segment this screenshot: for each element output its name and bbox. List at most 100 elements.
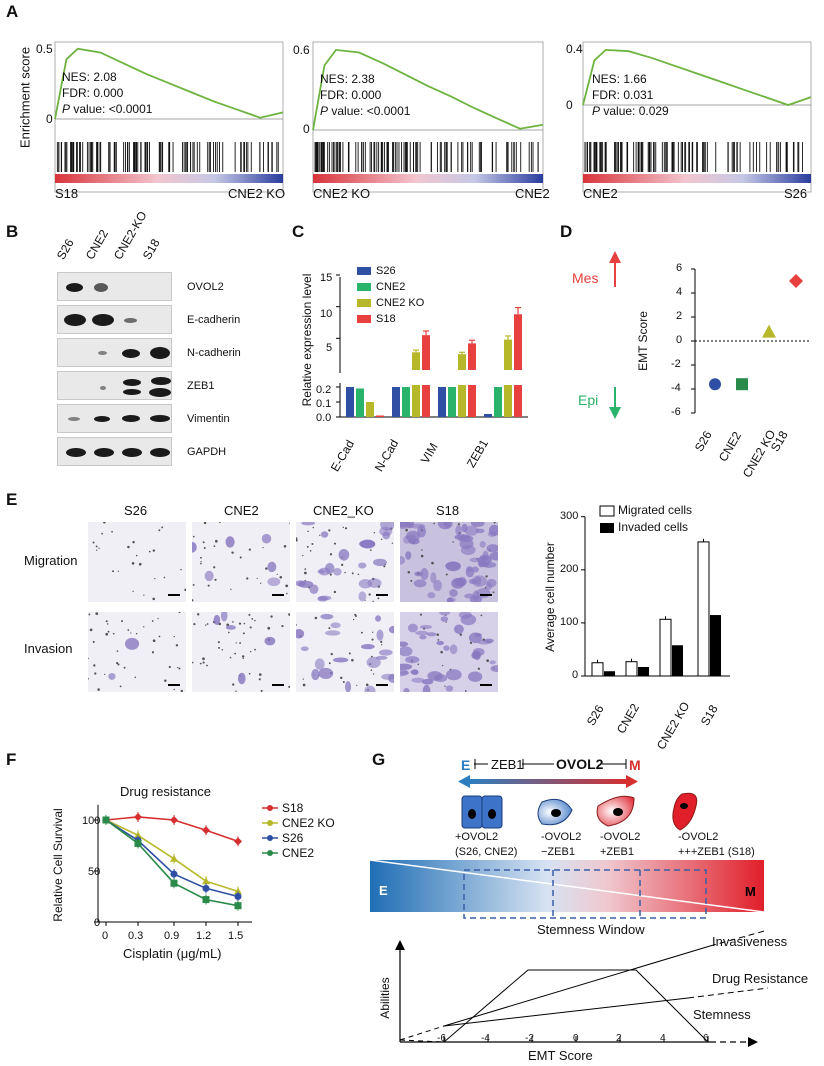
image-invasion-s26 (88, 612, 186, 692)
cell (434, 674, 448, 683)
cell (468, 578, 477, 585)
pore (232, 683, 235, 686)
g-x-axis-arrow (748, 1037, 758, 1047)
d-point-s26 (709, 378, 721, 391)
pore (157, 618, 159, 620)
pore (312, 526, 315, 529)
e-bar-migrated-S18 (697, 541, 710, 677)
cell (419, 634, 427, 640)
pore (95, 612, 99, 616)
f-legend-cne2: CNE2 (282, 846, 315, 860)
pore (285, 584, 289, 588)
pore (151, 620, 154, 622)
gsea2-curve (312, 48, 544, 131)
pore (161, 526, 164, 529)
panel-label-g: G (372, 750, 386, 769)
pore (333, 590, 337, 594)
pore (405, 528, 408, 532)
pore (151, 651, 155, 654)
pore (329, 573, 332, 576)
f-point-CNE2 (134, 839, 142, 847)
pore (380, 640, 383, 643)
pore (235, 642, 237, 644)
pore (258, 673, 262, 676)
c-ytick-01: 0.1 (316, 398, 332, 410)
pore (135, 554, 138, 557)
g-ovol2-label: OVOL2 (556, 756, 604, 772)
g-curve-drug-ext (687, 987, 769, 999)
g-e-label: E (461, 757, 471, 773)
pore (227, 631, 230, 634)
cell (415, 630, 429, 636)
pore (360, 631, 363, 634)
g-emt-arrow (468, 779, 628, 784)
g-cell2-l2: −ZEB1 (541, 846, 575, 858)
f-point-S18 (134, 812, 142, 821)
pore (344, 571, 346, 574)
cell (378, 649, 393, 656)
pore (302, 683, 306, 687)
pore (307, 530, 309, 533)
c-ytick-10: 10 (320, 308, 333, 320)
c-bar-E-Cad-CNE2 (356, 388, 364, 417)
pore (101, 532, 103, 535)
f-point-S18 (170, 816, 178, 824)
c-bar-N-Cad-CNE2 (402, 387, 410, 417)
f-point-S18 (234, 837, 242, 846)
pore (117, 570, 120, 572)
protein-vimentin: Vimentin (187, 413, 230, 425)
gsea1-right-label: CNE2 KO (228, 186, 286, 201)
pore (121, 620, 124, 623)
c-bar-E-Cad-CNE2 KO (366, 402, 374, 417)
cell (317, 596, 328, 602)
pore (158, 635, 161, 638)
pore (477, 667, 480, 670)
cell (320, 531, 329, 538)
pore (218, 646, 221, 649)
cell (471, 651, 481, 660)
pore (452, 541, 454, 543)
pore (93, 664, 96, 667)
e-bar-invaded-CNE2 (638, 666, 649, 676)
pore (289, 522, 290, 524)
pore (232, 621, 234, 623)
g-nucleus (488, 809, 496, 819)
pore (234, 652, 237, 655)
pore (258, 678, 261, 681)
cell (489, 660, 496, 665)
gsea3-pvalue: P value: 0.029 (592, 104, 669, 118)
pore (107, 630, 110, 633)
blot-e-cadherin (57, 305, 172, 334)
cell (489, 551, 498, 561)
cell (470, 522, 485, 527)
c-legend-cne2: CNE2 (376, 281, 406, 293)
pore (218, 522, 221, 523)
pore (248, 613, 251, 616)
g-stemness-window: Stemness Window (537, 922, 645, 937)
cell (421, 678, 434, 685)
pore (98, 547, 100, 549)
cell (225, 625, 236, 630)
cell (472, 590, 480, 601)
pore (127, 545, 130, 549)
pore (116, 662, 119, 665)
cell (213, 614, 221, 626)
gsea2-pvalue: P value: <0.0001 (320, 104, 411, 118)
f-xtick-12: 1.2 (196, 930, 212, 942)
pore (380, 538, 383, 541)
pore (469, 641, 473, 645)
pore (168, 665, 171, 669)
e-col-cne2ko: CNE2_KO (313, 503, 374, 518)
cell (400, 663, 413, 670)
cell (445, 685, 454, 692)
g-curve-stemness: Stemness (693, 1007, 751, 1022)
pore (333, 542, 337, 545)
pore (342, 526, 345, 529)
cell (225, 536, 235, 548)
cell (468, 671, 483, 682)
c-bar-VIM-CNE2 KO (458, 354, 466, 370)
pore (254, 619, 256, 622)
panel-label-c: C (292, 222, 305, 241)
pore (117, 663, 120, 666)
cell (458, 612, 472, 619)
